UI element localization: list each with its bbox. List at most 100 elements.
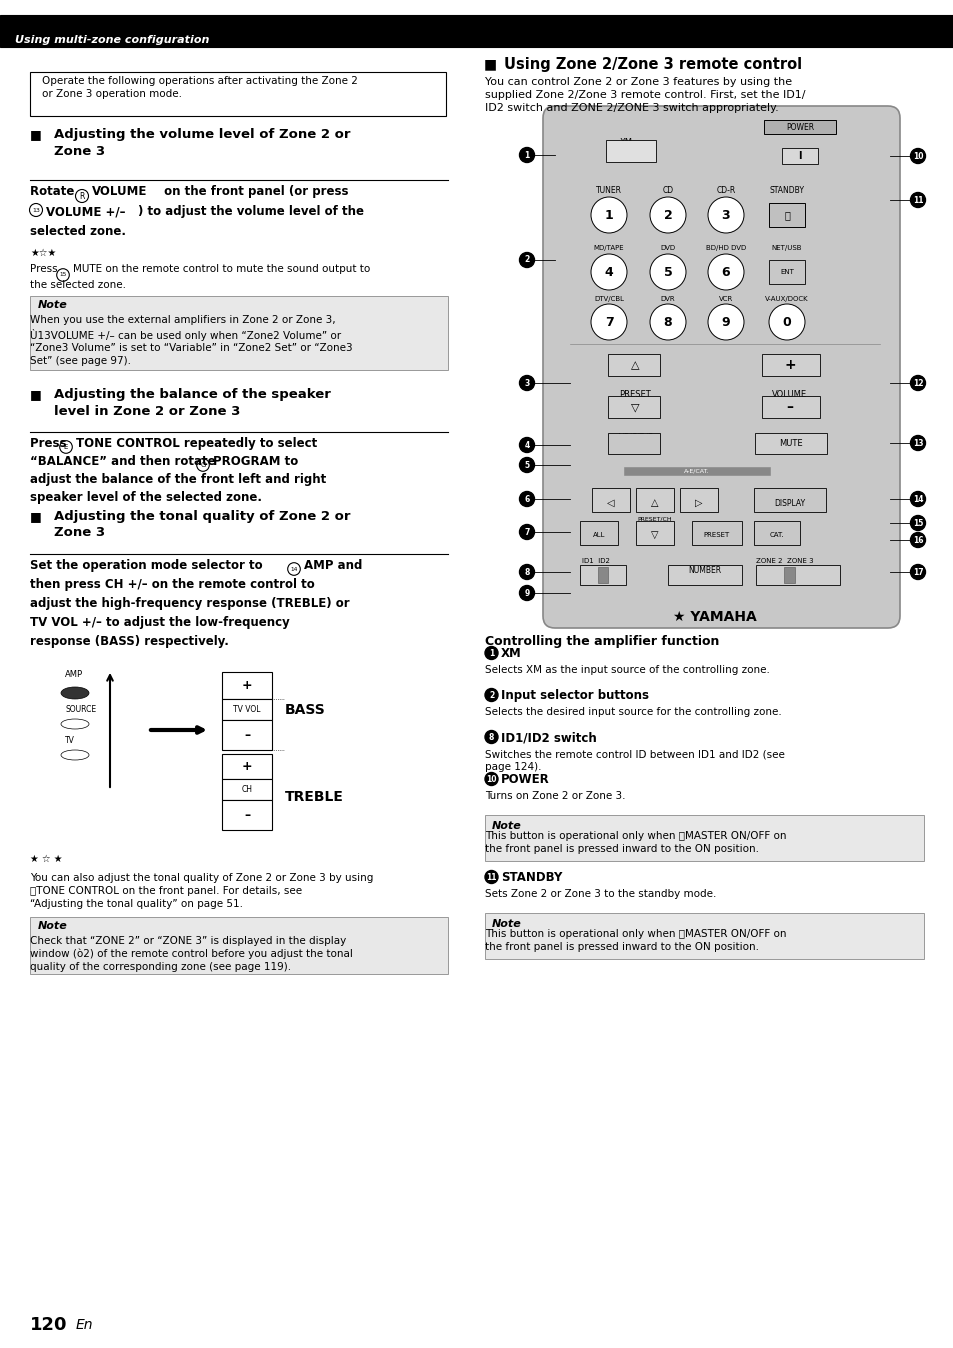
Text: 10: 10 xyxy=(912,151,923,160)
FancyBboxPatch shape xyxy=(542,106,899,628)
Text: the selected zone.: the selected zone. xyxy=(30,280,126,290)
FancyBboxPatch shape xyxy=(30,71,446,116)
Text: STANDBY: STANDBY xyxy=(769,186,803,195)
Text: Controlling the amplifier function: Controlling the amplifier function xyxy=(484,635,719,648)
Text: PRESET: PRESET xyxy=(703,532,729,538)
Text: 15: 15 xyxy=(912,519,923,527)
FancyBboxPatch shape xyxy=(222,720,272,749)
Text: –: – xyxy=(244,728,250,741)
Text: TV VOL: TV VOL xyxy=(233,705,260,714)
Circle shape xyxy=(707,197,743,233)
Text: Using multi-zone configuration: Using multi-zone configuration xyxy=(15,35,209,44)
Text: ■: ■ xyxy=(30,388,42,400)
Text: 6: 6 xyxy=(720,266,730,279)
FancyBboxPatch shape xyxy=(0,15,953,47)
FancyBboxPatch shape xyxy=(579,565,625,585)
Text: –: – xyxy=(785,400,793,414)
Text: DVD: DVD xyxy=(659,245,675,251)
Circle shape xyxy=(590,305,626,340)
FancyBboxPatch shape xyxy=(484,913,923,958)
FancyBboxPatch shape xyxy=(761,396,820,418)
Text: DISPLAY: DISPLAY xyxy=(774,499,804,507)
Text: POWER: POWER xyxy=(500,772,549,786)
Text: 1: 1 xyxy=(524,151,529,159)
Text: 3: 3 xyxy=(720,209,730,221)
Text: AMP: AMP xyxy=(65,670,83,679)
Circle shape xyxy=(649,253,685,290)
Circle shape xyxy=(909,565,924,580)
FancyBboxPatch shape xyxy=(222,779,272,799)
Text: 17: 17 xyxy=(912,568,923,577)
Text: 2: 2 xyxy=(663,209,672,221)
Text: You can control Zone 2 or Zone 3 features by using the
supplied Zone 2/Zone 3 re: You can control Zone 2 or Zone 3 feature… xyxy=(484,77,804,113)
FancyBboxPatch shape xyxy=(623,466,769,474)
Text: PRESET/CH: PRESET/CH xyxy=(637,516,672,520)
Text: 10: 10 xyxy=(486,775,497,783)
Text: TREBLE: TREBLE xyxy=(285,790,343,803)
Circle shape xyxy=(590,253,626,290)
Text: Adjusting the volume level of Zone 2 or
Zone 3: Adjusting the volume level of Zone 2 or … xyxy=(54,128,350,158)
Text: MD/TAPE: MD/TAPE xyxy=(593,245,623,251)
Text: 11: 11 xyxy=(486,872,497,882)
Circle shape xyxy=(484,647,497,659)
FancyBboxPatch shape xyxy=(605,140,656,162)
Text: ◁: ◁ xyxy=(607,497,614,508)
FancyBboxPatch shape xyxy=(579,520,618,545)
Text: “BALANCE” and then rotate: “BALANCE” and then rotate xyxy=(30,456,219,468)
Text: ▷: ▷ xyxy=(695,497,702,508)
Text: on the front panel (or press: on the front panel (or press xyxy=(160,185,348,198)
Text: SOURCE: SOURCE xyxy=(65,705,96,714)
Text: +: + xyxy=(241,760,252,772)
Text: ■: ■ xyxy=(30,510,42,523)
Text: 13: 13 xyxy=(912,438,923,448)
Text: then press CH +/– on the remote control to: then press CH +/– on the remote control … xyxy=(30,578,314,590)
FancyBboxPatch shape xyxy=(222,700,272,720)
Text: Press: Press xyxy=(30,264,61,274)
Text: XM: XM xyxy=(619,137,633,147)
Text: 7: 7 xyxy=(604,315,613,329)
Text: CD-R: CD-R xyxy=(716,186,735,195)
Text: Adjusting the tonal quality of Zone 2 or
Zone 3: Adjusting the tonal quality of Zone 2 or… xyxy=(54,510,350,539)
Text: This button is operational only when ⒶMASTER ON/OFF on
the front panel is presse: This button is operational only when ⒶMA… xyxy=(484,929,785,952)
Text: 1: 1 xyxy=(604,209,613,221)
Text: ▽: ▽ xyxy=(651,530,659,541)
Circle shape xyxy=(484,772,497,786)
Text: ■: ■ xyxy=(30,128,42,142)
Text: This button is operational only when ⒶMASTER ON/OFF on
the front panel is presse: This button is operational only when ⒶMA… xyxy=(484,830,785,853)
FancyBboxPatch shape xyxy=(763,120,835,133)
Text: MUTE: MUTE xyxy=(779,438,802,448)
Text: 8: 8 xyxy=(524,568,529,577)
Text: DVR: DVR xyxy=(660,297,675,302)
Text: VCR: VCR xyxy=(719,297,732,302)
Circle shape xyxy=(519,585,534,600)
Text: CD: CD xyxy=(661,186,673,195)
Text: BASS: BASS xyxy=(285,704,325,717)
Text: Operate the following operations after activating the Zone 2
or Zone 3 operation: Operate the following operations after a… xyxy=(42,75,357,98)
Circle shape xyxy=(909,148,924,163)
Text: 6: 6 xyxy=(524,495,529,504)
Text: Note: Note xyxy=(38,301,68,310)
Circle shape xyxy=(484,871,497,883)
Text: Input selector buttons: Input selector buttons xyxy=(500,689,648,702)
Text: A/B/C/D/E: A/B/C/D/E xyxy=(616,431,653,441)
Ellipse shape xyxy=(61,749,89,760)
FancyBboxPatch shape xyxy=(222,673,272,700)
Circle shape xyxy=(909,193,924,208)
Text: CAT.: CAT. xyxy=(769,532,783,538)
Text: POWER: POWER xyxy=(785,123,813,132)
Text: TUNER: TUNER xyxy=(596,186,621,195)
FancyBboxPatch shape xyxy=(755,565,840,585)
Text: TV VOL +/– to adjust the low-frequency: TV VOL +/– to adjust the low-frequency xyxy=(30,616,290,630)
Text: TV: TV xyxy=(65,736,74,745)
Ellipse shape xyxy=(61,687,89,700)
Circle shape xyxy=(519,524,534,539)
Circle shape xyxy=(909,492,924,507)
FancyBboxPatch shape xyxy=(607,355,659,376)
FancyBboxPatch shape xyxy=(598,568,607,582)
Text: Rotate: Rotate xyxy=(30,185,78,198)
FancyBboxPatch shape xyxy=(636,488,673,512)
Text: Adjusting the balance of the speaker
level in Zone 2 or Zone 3: Adjusting the balance of the speaker lev… xyxy=(54,388,331,418)
FancyBboxPatch shape xyxy=(636,520,673,545)
Text: STANDBY: STANDBY xyxy=(500,871,561,884)
Text: 9: 9 xyxy=(524,589,529,597)
